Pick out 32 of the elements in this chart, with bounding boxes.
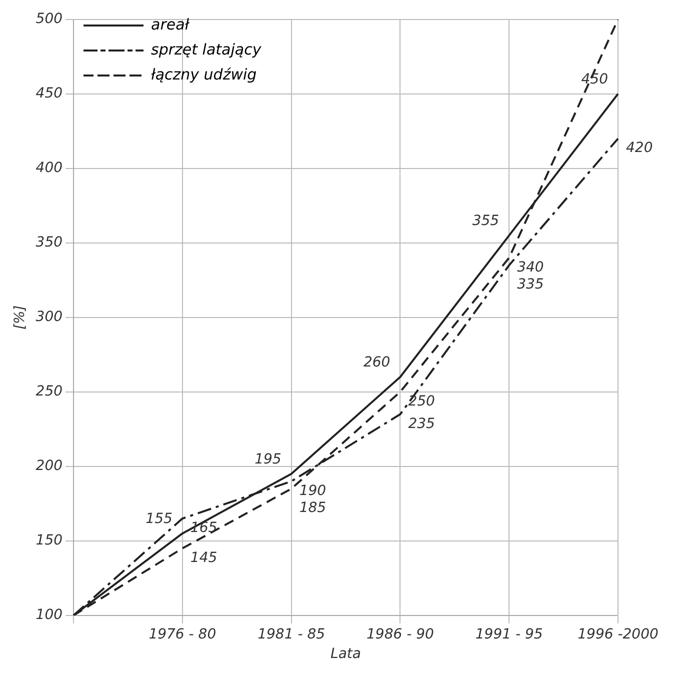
data-label: 250 [408,394,436,410]
data-label: 420 [626,140,653,156]
data-label: 155 [146,511,172,528]
data-label: 185 [299,500,326,516]
y-tick-label: 150 [36,532,63,549]
legend-label: łączny udźwig [151,65,257,84]
y-axis-title: [%] [12,305,28,330]
data-label: 340 [517,259,544,276]
y-tick-label: 450 [36,86,63,102]
data-label: 235 [408,416,436,432]
data-label: 355 [472,213,500,230]
y-tick-label: 200 [36,458,63,474]
legend-label: areał [151,15,190,34]
x-tick-label: 1981 - 85 [258,626,326,642]
x-tick-label: 1976 - 80 [148,626,216,642]
data-label: 450 [581,72,608,88]
data-label: 190 [299,482,326,499]
x-tick-label: 1986 - 90 [366,626,434,642]
y-tick-label: 300 [36,309,63,326]
data-label: 335 [517,276,544,292]
data-label: 260 [363,354,390,371]
data-label: 195 [254,451,282,468]
x-tick-label: 1996 -2000 [578,626,658,642]
legend-label: sprzęt latający [151,40,262,58]
y-tick-label: 400 [36,160,63,176]
y-tick-label: 350 [36,234,63,251]
x-axis-title: Lata [330,646,361,662]
y-tick-label: 500 [36,11,63,28]
x-tick-label: 1991 - 95 [475,626,543,642]
y-tick-label: 250 [36,384,63,400]
y-tick-label: 100 [36,607,63,624]
data-label: 145 [190,550,218,566]
